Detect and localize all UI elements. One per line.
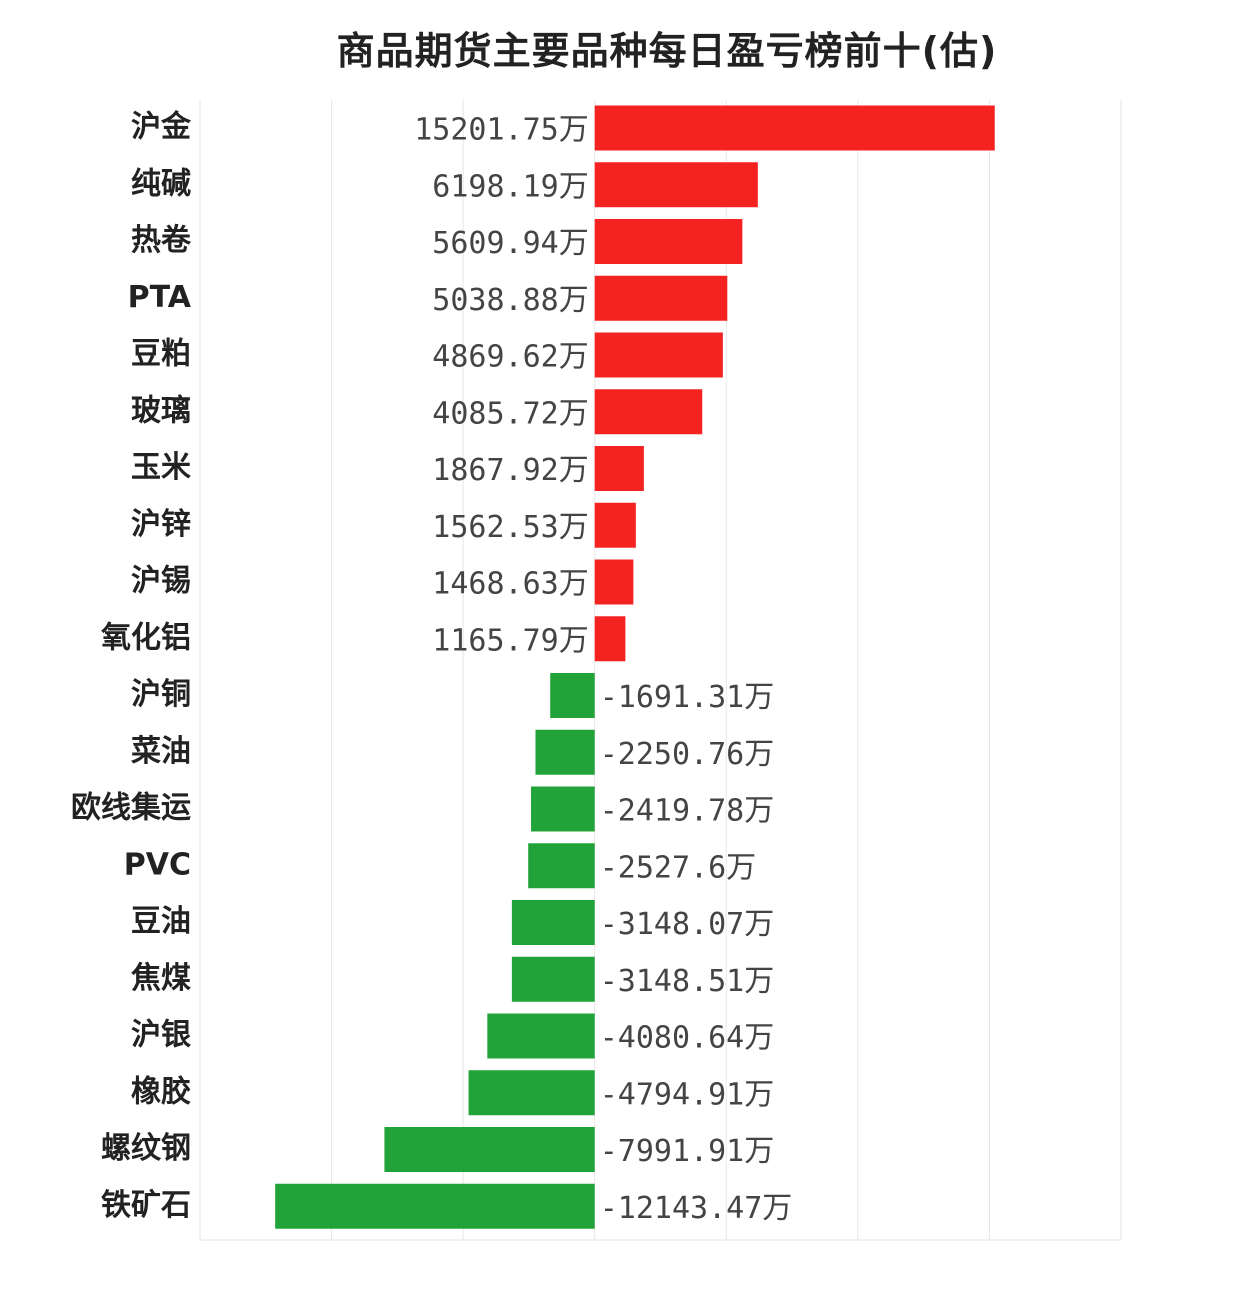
bar xyxy=(511,956,595,1002)
category-label: 焦煤 xyxy=(131,961,191,996)
bar xyxy=(594,446,644,491)
category-label: 沪锡 xyxy=(131,564,191,599)
value-label: -1691.31万 xyxy=(600,680,775,715)
bar xyxy=(275,1183,595,1229)
category-label: 沪铜 xyxy=(131,677,191,712)
chart-title: 商品期货主要品种每日盈亏榜前十(估) xyxy=(336,29,998,73)
category-label: 纯碱 xyxy=(131,166,191,201)
value-label: 6198.19万 xyxy=(432,169,588,204)
bar xyxy=(468,1070,595,1116)
value-label: 4085.72万 xyxy=(432,396,588,431)
value-label: -2419.78万 xyxy=(600,794,775,829)
value-label: -4080.64万 xyxy=(600,1021,775,1056)
value-label: 1468.63万 xyxy=(432,567,588,602)
bar xyxy=(594,389,703,435)
category-label: 欧线集运 xyxy=(71,791,191,826)
bar xyxy=(535,729,595,775)
bar xyxy=(528,843,595,889)
category-label: 沪银 xyxy=(131,1018,191,1053)
bar xyxy=(594,616,626,662)
category-label: 豆油 xyxy=(131,904,191,939)
gridlines xyxy=(199,100,1122,1241)
bar xyxy=(594,105,995,151)
value-label: -3148.51万 xyxy=(600,964,775,999)
category-label: 豆粕 xyxy=(131,337,191,372)
bar xyxy=(594,332,723,378)
bar xyxy=(594,162,758,208)
category-label: 氧化铝 xyxy=(101,620,191,655)
category-label: 玉米 xyxy=(131,450,191,485)
category-label: 螺纹钢 xyxy=(101,1131,191,1166)
value-label: 15201.75万 xyxy=(414,113,589,148)
bar xyxy=(550,673,595,718)
bar xyxy=(594,219,743,264)
value-label: 1165.79万 xyxy=(432,623,588,658)
bar xyxy=(511,900,595,945)
bar xyxy=(594,275,728,321)
category-label: PVC xyxy=(124,847,191,882)
value-label: -12143.47万 xyxy=(600,1191,793,1226)
value-label: 1867.92万 xyxy=(432,453,588,488)
category-label: PTA xyxy=(128,280,192,315)
bar xyxy=(594,559,634,605)
category-label: 菜油 xyxy=(131,734,191,769)
category-label: 橡胶 xyxy=(131,1074,191,1109)
category-label: 沪锌 xyxy=(131,507,191,542)
value-label: 5038.88万 xyxy=(432,283,588,318)
value-label: -2250.76万 xyxy=(600,737,775,772)
value-label: -2527.6万 xyxy=(600,850,756,885)
value-label: -7991.91万 xyxy=(600,1134,775,1169)
bar xyxy=(531,786,595,832)
value-label: -3148.07万 xyxy=(600,907,775,942)
value-label: 4869.62万 xyxy=(432,340,588,375)
category-label: 玻璃 xyxy=(131,393,191,428)
bars xyxy=(275,105,995,1229)
bar xyxy=(384,1127,595,1172)
category-label: 沪金 xyxy=(131,110,192,145)
bar xyxy=(487,1013,595,1059)
bar xyxy=(594,502,636,548)
value-label: 1562.53万 xyxy=(432,510,588,545)
value-label: 5609.94万 xyxy=(432,226,588,261)
category-label: 热卷 xyxy=(131,223,192,258)
value-label: -4794.91万 xyxy=(600,1077,775,1112)
category-label: 铁矿石 xyxy=(101,1188,191,1223)
